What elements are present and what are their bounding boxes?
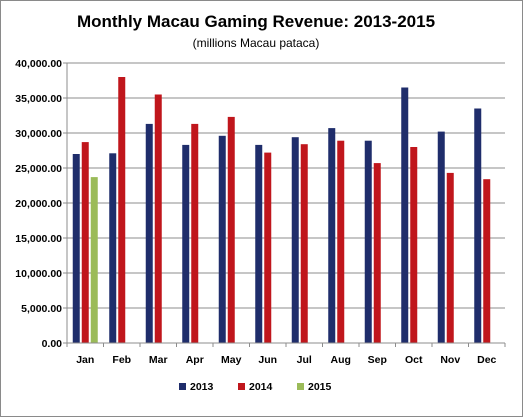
x-tick-label: Mar [149,354,168,366]
bar-2013-mar [145,123,153,344]
x-tick-label: Jan [76,354,94,366]
bar-2014-oct [410,147,418,343]
legend-swatch-2014 [238,383,245,390]
y-tick-label: 20,000.00 [15,198,62,210]
bar-2014-sep [373,163,381,343]
x-tick-label: Jul [297,354,312,366]
x-tick-label: Feb [112,354,131,366]
y-tick-label: 0.00 [42,338,63,350]
bar-2014-dec [483,179,491,343]
bar-2014-jan [81,142,89,343]
x-tick-label: Sep [368,354,387,366]
bar-2013-dec [474,108,482,343]
bars [72,77,491,344]
x-tick-label: Dec [477,354,496,366]
bar-2014-aug [337,140,345,343]
chart-title: Monthly Macau Gaming Revenue: 2013-2015 [77,12,435,31]
bar-2014-jul [300,144,308,343]
bar-2013-apr [182,144,190,343]
y-tick-labels: 0.00 5,000.00 10,000.00 15,000.00 20,000.00 2… [15,58,62,350]
y-tick-label: 35,000.00 [15,93,62,105]
y-tick-label: 10,000.00 [15,268,62,280]
y-tick-label: 15,000.00 [15,233,62,245]
bar-2014-nov [446,172,454,343]
legend-swatch-2015 [297,383,304,390]
y-tick-label: 25,000.00 [15,163,62,175]
y-tick-label: 30,000.00 [15,128,62,140]
y-tick-label: 40,000.00 [15,58,62,70]
legend: 2013 2014 2015 [179,381,332,393]
x-tick-label: Aug [331,354,351,366]
bar-2013-aug [328,128,336,343]
bar-2013-sep [364,140,372,343]
bar-2013-may [218,135,226,343]
legend-swatch-2013 [179,383,186,390]
legend-label-2013: 2013 [190,381,214,393]
legend-label-2015: 2015 [308,381,332,393]
bar-2014-may [227,116,235,344]
x-tick-label: Apr [186,354,204,366]
bar-2013-nov [437,131,445,343]
x-tick-label: May [221,354,242,366]
bar-2013-jul [291,137,299,343]
chart-subtitle: (millions Macau pataca) [193,36,320,50]
y-tick-label: 5,000.00 [21,303,62,315]
bar-2014-mar [154,94,162,343]
bar-2013-jan [72,154,80,343]
bar-2015-jan [90,177,98,343]
bar-2013-jun [255,144,263,343]
bar-2014-feb [118,77,126,343]
gridlines [63,62,505,344]
bar-2013-oct [401,87,409,343]
x-tick-labels: Jan Feb Mar Apr May Jun Jul Aug Sep Oct Nov Dec [76,354,496,366]
bar-2014-apr [191,123,199,344]
axes [66,63,506,347]
x-tick-label: Oct [405,354,423,366]
x-tick-label: Nov [440,354,460,366]
bar-2014-jun [264,152,272,343]
x-tick-label: Jun [258,354,277,366]
bar-2013-feb [109,153,117,343]
legend-label-2014: 2014 [249,381,273,393]
